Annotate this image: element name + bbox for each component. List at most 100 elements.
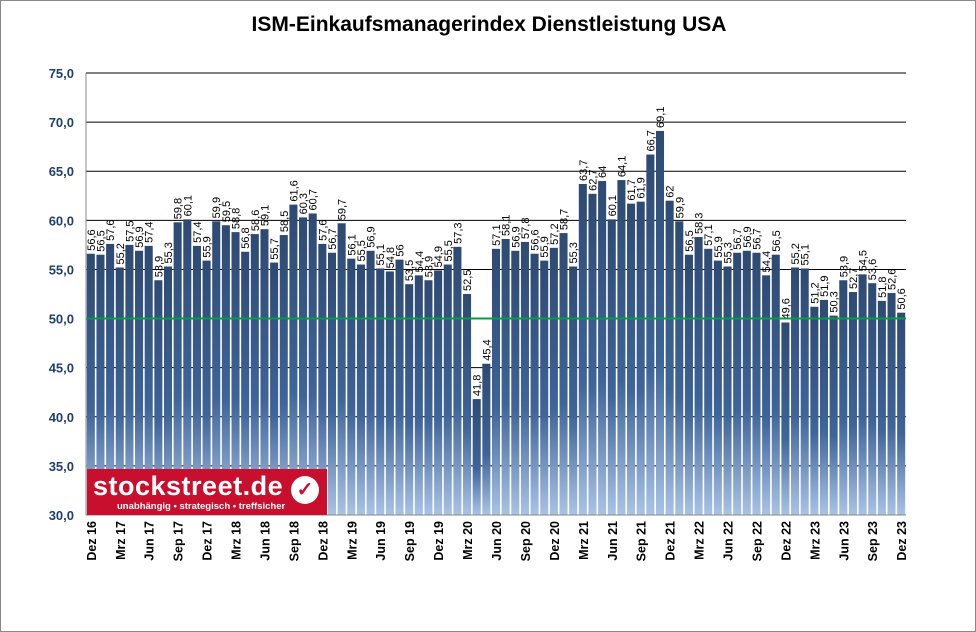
bar [115, 267, 124, 515]
bar [762, 275, 771, 515]
data-label: 55,9 [539, 236, 551, 257]
data-label: 55,3 [163, 242, 175, 263]
bar [366, 250, 375, 515]
bar [106, 243, 115, 515]
x-tick-label: Sep 20 [519, 521, 533, 561]
data-label: 56,7 [327, 228, 339, 249]
data-label: 59,9 [211, 197, 223, 218]
x-tick-label: Jun 20 [490, 521, 504, 561]
data-label: 58,5 [279, 211, 291, 232]
data-label: 56 [395, 244, 407, 256]
data-label: 60,1 [182, 195, 194, 216]
bar [839, 280, 848, 515]
logo-tagline: unabhängig • strategisch • treffsicher [117, 501, 286, 512]
data-label: 52,6 [887, 269, 899, 290]
x-tick-label: Jun 22 [722, 521, 736, 561]
data-label: 61,9 [636, 177, 648, 198]
y-tick-label: 65,0 [49, 164, 74, 179]
x-tick-label: Jun 21 [606, 521, 620, 561]
bar [434, 270, 443, 515]
bar [405, 284, 414, 515]
data-label: 61,7 [626, 179, 638, 200]
data-label: 56,5 [771, 230, 783, 251]
y-tick-label: 40,0 [49, 410, 74, 425]
bar [453, 246, 462, 515]
bar [665, 200, 674, 515]
data-label: 41,8 [472, 375, 484, 396]
bar [540, 260, 549, 515]
data-label: 53,9 [423, 256, 435, 277]
bar [598, 181, 607, 516]
bar [318, 243, 327, 515]
data-label: 55,5 [356, 240, 368, 261]
bar [819, 299, 829, 515]
data-label: 54,8 [385, 247, 397, 268]
data-label: 53,6 [867, 259, 879, 280]
bar [578, 183, 587, 516]
bar [491, 248, 501, 515]
bar [675, 221, 684, 515]
x-tick-label: Dez 19 [432, 521, 446, 561]
data-label: 57,4 [144, 221, 156, 242]
data-label: 55,2 [790, 243, 802, 264]
bar [723, 266, 732, 515]
data-label: 54,5 [858, 250, 870, 271]
bar [781, 322, 790, 515]
data-label: 52,7 [848, 268, 860, 289]
data-label: 56,8 [240, 227, 252, 248]
data-label: 56,9 [366, 226, 378, 247]
data-label: 53,9 [838, 256, 850, 277]
x-tick-label: Jun 23 [837, 521, 851, 561]
bar [511, 250, 520, 515]
data-label: 51,2 [809, 282, 821, 303]
bar [791, 267, 800, 515]
bar [733, 252, 742, 515]
x-tick-label: Dez 18 [316, 521, 330, 561]
bar [617, 180, 626, 515]
data-label: 56,5 [684, 230, 696, 251]
bar [250, 234, 259, 515]
bar [395, 259, 404, 515]
x-tick-label: Dez 23 [895, 521, 909, 561]
bar [279, 235, 288, 516]
x-tick-label: Sep 18 [287, 521, 301, 561]
bar [627, 203, 636, 515]
data-label: 57,4 [192, 221, 204, 242]
bar [356, 264, 365, 515]
x-tick-label: Sep 23 [866, 521, 880, 561]
data-label: 59,1 [259, 205, 271, 226]
x-tick-label: Mrz 17 [114, 521, 128, 560]
data-label: 49,6 [780, 298, 792, 319]
bar [530, 253, 539, 515]
bar [212, 221, 221, 515]
data-label: 56,9 [134, 226, 146, 247]
x-tick-label: Dez 16 [85, 521, 99, 561]
y-tick-label: 45,0 [49, 361, 74, 376]
x-tick-label: Sep 22 [750, 521, 764, 561]
data-label: 58,6 [250, 210, 262, 231]
data-label: 56,9 [510, 226, 522, 247]
data-label: 53,5 [404, 260, 416, 281]
bar [877, 300, 886, 515]
data-label: 60,3 [298, 193, 310, 214]
x-tick-label: Mrz 19 [345, 521, 359, 560]
x-tick-label: Dez 20 [548, 521, 562, 561]
data-label: 55,1 [800, 244, 812, 265]
data-label: 69,1 [655, 107, 667, 128]
bar [183, 219, 192, 515]
bar [655, 130, 665, 515]
bar [144, 245, 153, 516]
bar [173, 222, 182, 515]
data-label: 56,6 [86, 229, 98, 250]
x-tick-label: Sep 21 [635, 521, 649, 561]
bar [800, 268, 809, 515]
bar [241, 251, 250, 515]
data-label: 56,7 [751, 228, 763, 249]
bar [308, 213, 317, 516]
bar [154, 280, 163, 515]
y-tick-label: 60,0 [49, 213, 74, 228]
data-label: 64,1 [616, 156, 628, 177]
data-label: 59,9 [674, 197, 686, 218]
data-label: 53,9 [153, 256, 165, 277]
x-tick-label: Mrz 21 [577, 521, 591, 560]
